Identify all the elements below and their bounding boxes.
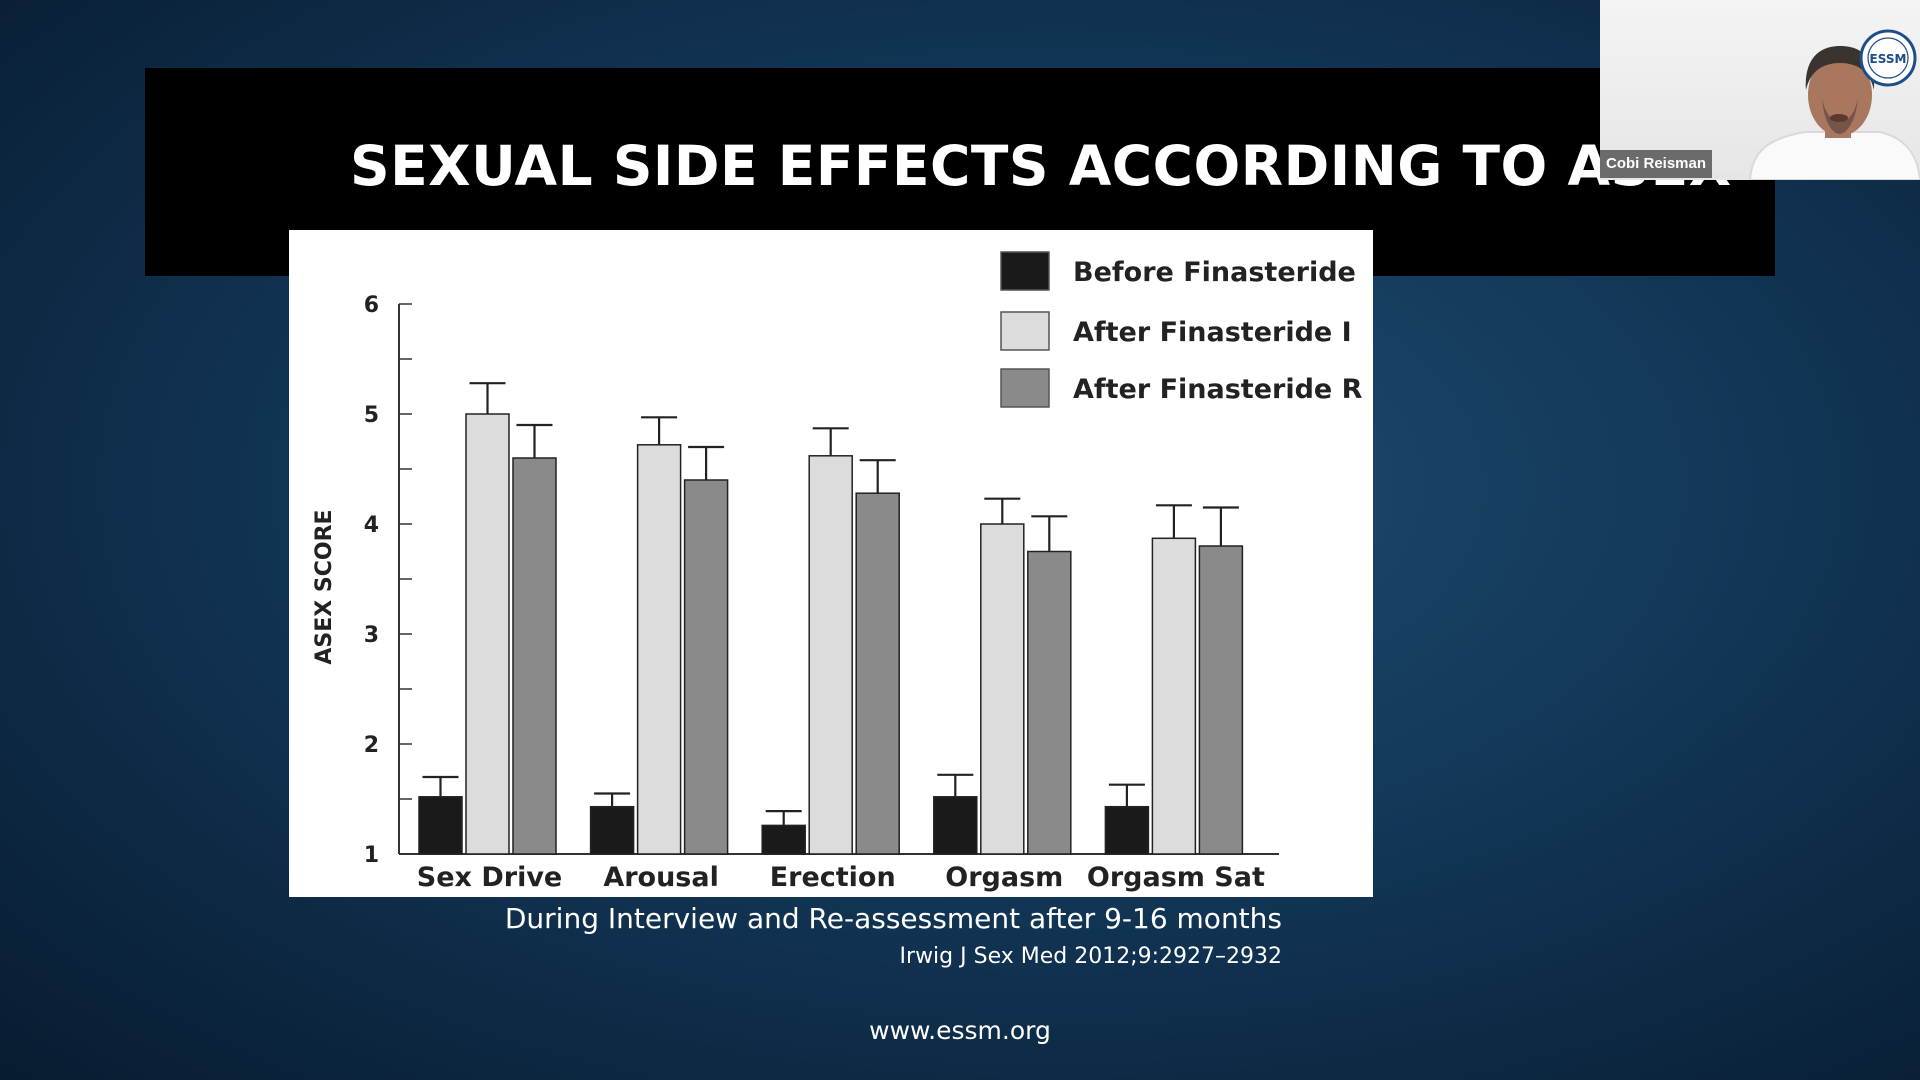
bar-3-0 [933,796,978,855]
essm-logo-icon: ESSM [1859,29,1917,87]
bar-1-2 [683,479,729,855]
legend-label: After Finasteride I [1073,317,1352,348]
x-category-label: Orgasm Sat [1087,862,1265,893]
bar-0-2 [512,457,557,855]
bar-4-1 [1151,537,1197,855]
y-tick-label: 4 [364,513,379,538]
y-tick-label: 3 [364,623,379,648]
bar-4-2 [1198,545,1244,855]
citation: Irwig J Sex Med 2012;9:2927–2932 [899,944,1282,969]
y-axis-label: ASEX SCORE [312,509,337,664]
x-category-label: Arousal [603,862,719,893]
asex-bar-chart: 1 2 3 4 5 6 ASEX SCORE Sex Drive Arousal Erection… [312,251,1363,893]
bar-1-1 [636,444,682,855]
bar-0-0 [418,796,463,855]
legend-swatch [1000,251,1050,291]
bar-0-1 [465,413,510,855]
chart-subtitle: During Interview and Re-assessment after… [504,902,1282,935]
bar-3-1 [980,523,1025,855]
chart-panel: 1 2 3 4 5 6 ASEX SCORE Sex Drive Arousal Erection… [289,230,1373,897]
y-tick-label: 5 [364,403,379,428]
x-category-label: Orgasm [945,862,1063,893]
bar-1-0 [589,805,635,855]
footer-url: www.essm.org [869,1016,1051,1045]
bar-3-2 [1027,550,1072,855]
x-category-label: Sex Drive [417,862,562,893]
bar-2-0 [761,824,806,855]
legend-swatch [1000,311,1050,351]
bar-2-2 [855,492,900,855]
y-tick-label: 6 [364,293,379,318]
legend-label: After Finasteride R [1073,374,1363,405]
x-category-label: Erection [770,862,896,893]
legend-label: Before Finasteride [1073,257,1356,288]
bar-2-1 [808,455,853,855]
y-tick-label: 1 [364,843,379,868]
participant-name-label: Cobi Reisman [1600,150,1713,178]
participant-video-frame: ESSM [1748,29,1920,180]
legend-swatch [1000,368,1050,408]
slide-title: SEXUAL SIDE EFFECTS ACCORDING TO ASEX [350,134,1732,198]
bar-4-0 [1104,805,1150,855]
y-tick-label: 2 [364,733,379,758]
svg-text:ESSM: ESSM [1870,52,1907,66]
